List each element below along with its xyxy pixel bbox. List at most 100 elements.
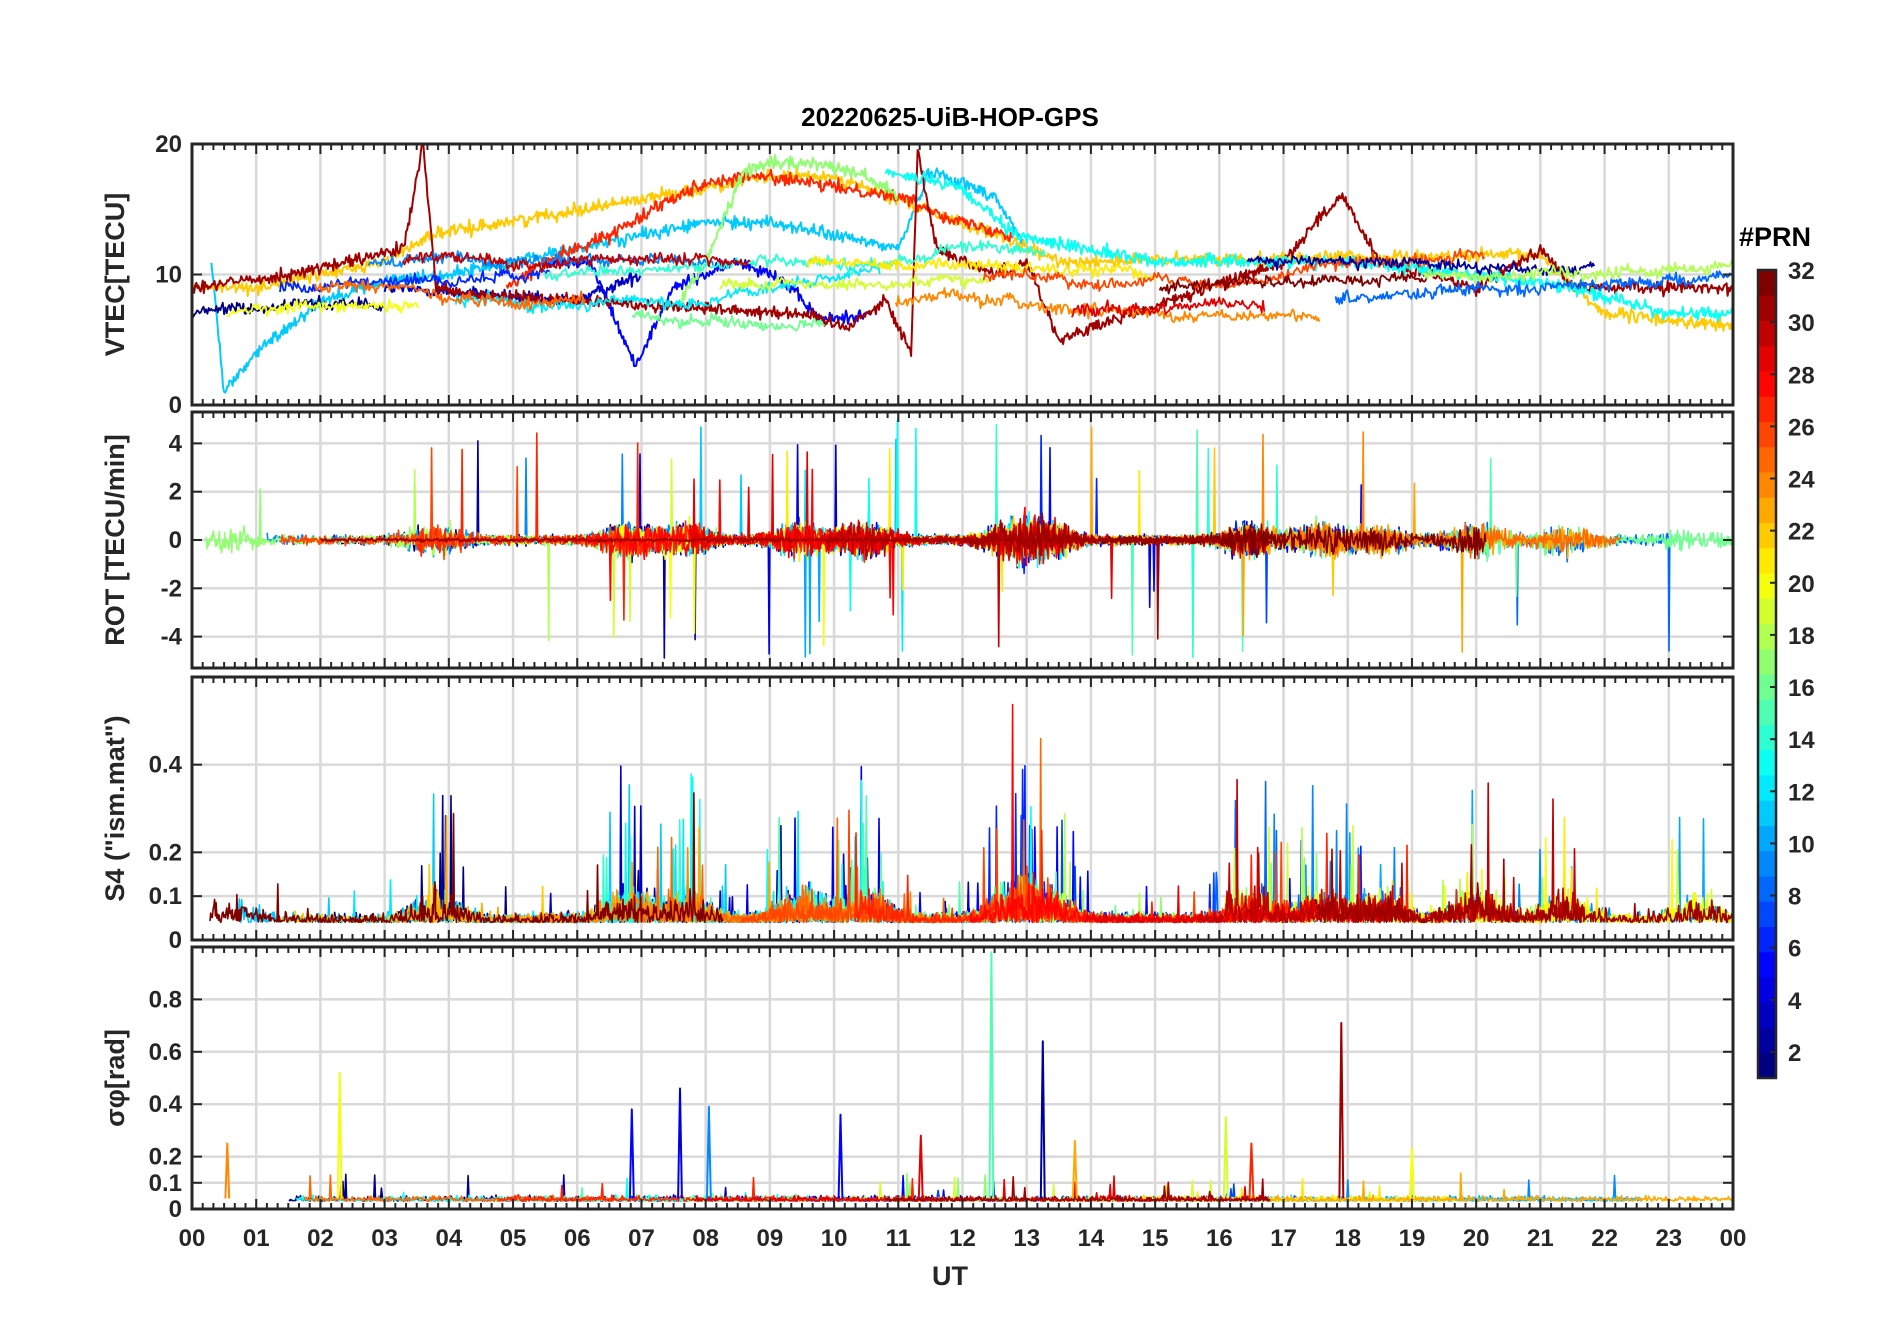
x-tick-label: 06: [564, 1225, 591, 1252]
vtec-trace-prn9: [367, 250, 716, 271]
colorbar-step: [1758, 547, 1776, 574]
colorbar-tick-label: 30: [1788, 310, 1815, 337]
chart-title: 20220625-UiB-HOP-GPS: [801, 102, 1099, 132]
ticks: [191, 947, 1734, 1210]
s4-traces: [209, 703, 1733, 924]
rot-trace-prn13: [813, 419, 1136, 612]
s4-trace-prn32: [209, 792, 724, 924]
vtec-trace-prn19: [719, 273, 991, 292]
vtec-trace-prn20: [227, 298, 420, 318]
vtec-trace-prn30: [402, 251, 751, 274]
colorbar-step: [1758, 977, 1776, 1003]
panel-s4: 0 0.1 0.2 0.4 S4 ("ism.mat"): [100, 675, 1735, 954]
y-axis-label: ROT [TECU/min]: [100, 434, 130, 645]
y-tick-label: 0.8: [149, 986, 182, 1013]
x-tick-label: 00: [1720, 1225, 1747, 1252]
vtec-trace-prn6: [279, 267, 551, 294]
y-axis-label: S4 ("ism.mat"): [100, 715, 130, 901]
colorbar-step: [1758, 1002, 1776, 1028]
y-tick-label: 0.2: [149, 839, 182, 866]
colorbar-step: [1758, 749, 1776, 776]
colorbar-step: [1758, 522, 1776, 549]
colorbar-step: [1758, 901, 1776, 927]
y-tick-label: 0: [169, 927, 182, 954]
colorbar-tick-label: 22: [1788, 519, 1815, 546]
colorbar-step: [1758, 320, 1776, 347]
y-tick-label: -4: [161, 624, 183, 651]
sigma-trace-prn31: [885, 1176, 1271, 1202]
sigma-spike: [837, 1113, 844, 1199]
colorbar-box: [1756, 268, 1778, 1080]
colorbar-step: [1758, 724, 1776, 751]
colorbar-tick-label: 10: [1788, 831, 1815, 858]
colorbar-step: [1758, 396, 1776, 422]
x-tick-label: 11: [886, 1225, 911, 1252]
x-tick-label: 19: [1399, 1225, 1426, 1252]
sigma-spike: [706, 1105, 712, 1199]
colorbar-tick-label: 2: [1788, 1040, 1801, 1067]
colorbar-tick-label: 14: [1788, 727, 1815, 754]
y-tick-label: 0: [169, 1196, 182, 1223]
colorbar-tick-label: 26: [1788, 414, 1815, 441]
x-tick-label: 10: [821, 1225, 848, 1252]
sigma-spike: [224, 1142, 231, 1199]
colorbar-tick-label: 32: [1788, 258, 1815, 285]
x-tick-label: 18: [1334, 1225, 1361, 1252]
x-tick-label: 03: [371, 1225, 398, 1252]
sigma-spike: [336, 1071, 343, 1199]
vtec-trace-prn16: [631, 309, 826, 332]
colorbar-tick-label: 28: [1788, 362, 1815, 389]
grid: [192, 947, 1733, 1209]
x-tick-label: 12: [949, 1225, 976, 1252]
sigma-spike: [988, 951, 995, 1199]
panel-vtec: 0 10 20 VTEC[TECU]: [100, 131, 1735, 419]
x-tick-label: 23: [1655, 1225, 1682, 1252]
y-tick-label: -2: [161, 575, 182, 602]
y-axis-label: σφ[rad]: [100, 1029, 130, 1127]
y-tick-label: 0.4: [149, 752, 183, 779]
vtec-trace-prn24: [894, 287, 1321, 323]
sigma-spike: [1248, 1142, 1255, 1199]
colorbar-tick-label: 18: [1788, 623, 1815, 650]
colorbar-title: #PRN: [1739, 222, 1811, 252]
x-tick-label: 22: [1591, 1225, 1618, 1252]
y-axis-label: VTEC[TECU]: [100, 193, 130, 357]
ticks: [191, 677, 1734, 941]
colorbar-step: [1758, 850, 1776, 877]
colorbar-step: [1758, 573, 1776, 599]
colorbar-step: [1758, 446, 1776, 473]
sigma-spike: [1222, 1116, 1229, 1199]
vtec-trace-prn21: [806, 255, 1156, 282]
colorbar-step: [1758, 345, 1776, 372]
x-axis-label: UT: [932, 1261, 968, 1291]
s4-trace-prn31: [1314, 844, 1733, 924]
vtec-trace-prn25: [314, 279, 586, 311]
sigma-trace-prn23: [1265, 1172, 1733, 1202]
vtec-series-prn31: [192, 144, 1733, 357]
sigma-spike: [628, 1108, 635, 1199]
colorbar-step: [1758, 800, 1776, 826]
colorbar-step: [1758, 699, 1776, 725]
vtec-traces: [192, 144, 1733, 394]
colorbar-step: [1758, 497, 1776, 523]
rot-trace-prn32: [1100, 523, 1487, 560]
colorbar-step: [1758, 623, 1776, 650]
ticks: [191, 412, 1734, 668]
rot-trace-prn18: [341, 469, 600, 641]
sigma-spike: [1409, 1147, 1415, 1199]
colorbar-step: [1758, 775, 1776, 801]
y-tick-label: 10: [155, 262, 182, 289]
x-tick-label: 02: [307, 1225, 334, 1252]
x-tick-label: 09: [757, 1225, 784, 1252]
colorbar-step: [1758, 1052, 1776, 1079]
y-tick-label: 0.2: [149, 1144, 182, 1171]
x-tick-label: 16: [1206, 1225, 1233, 1252]
colorbar-step: [1758, 371, 1776, 397]
vtec-series-prn27: [505, 168, 1014, 289]
y-tick-label: 2: [169, 479, 182, 506]
panel-sigma_phi: 00.10.2 0.4 0.6 0.8 σφ[rad]: [100, 945, 1735, 1223]
colorbar-step: [1758, 598, 1776, 624]
rot-trace-prn29: [690, 451, 1269, 600]
colorbar-tick-label: 4: [1788, 988, 1802, 1015]
